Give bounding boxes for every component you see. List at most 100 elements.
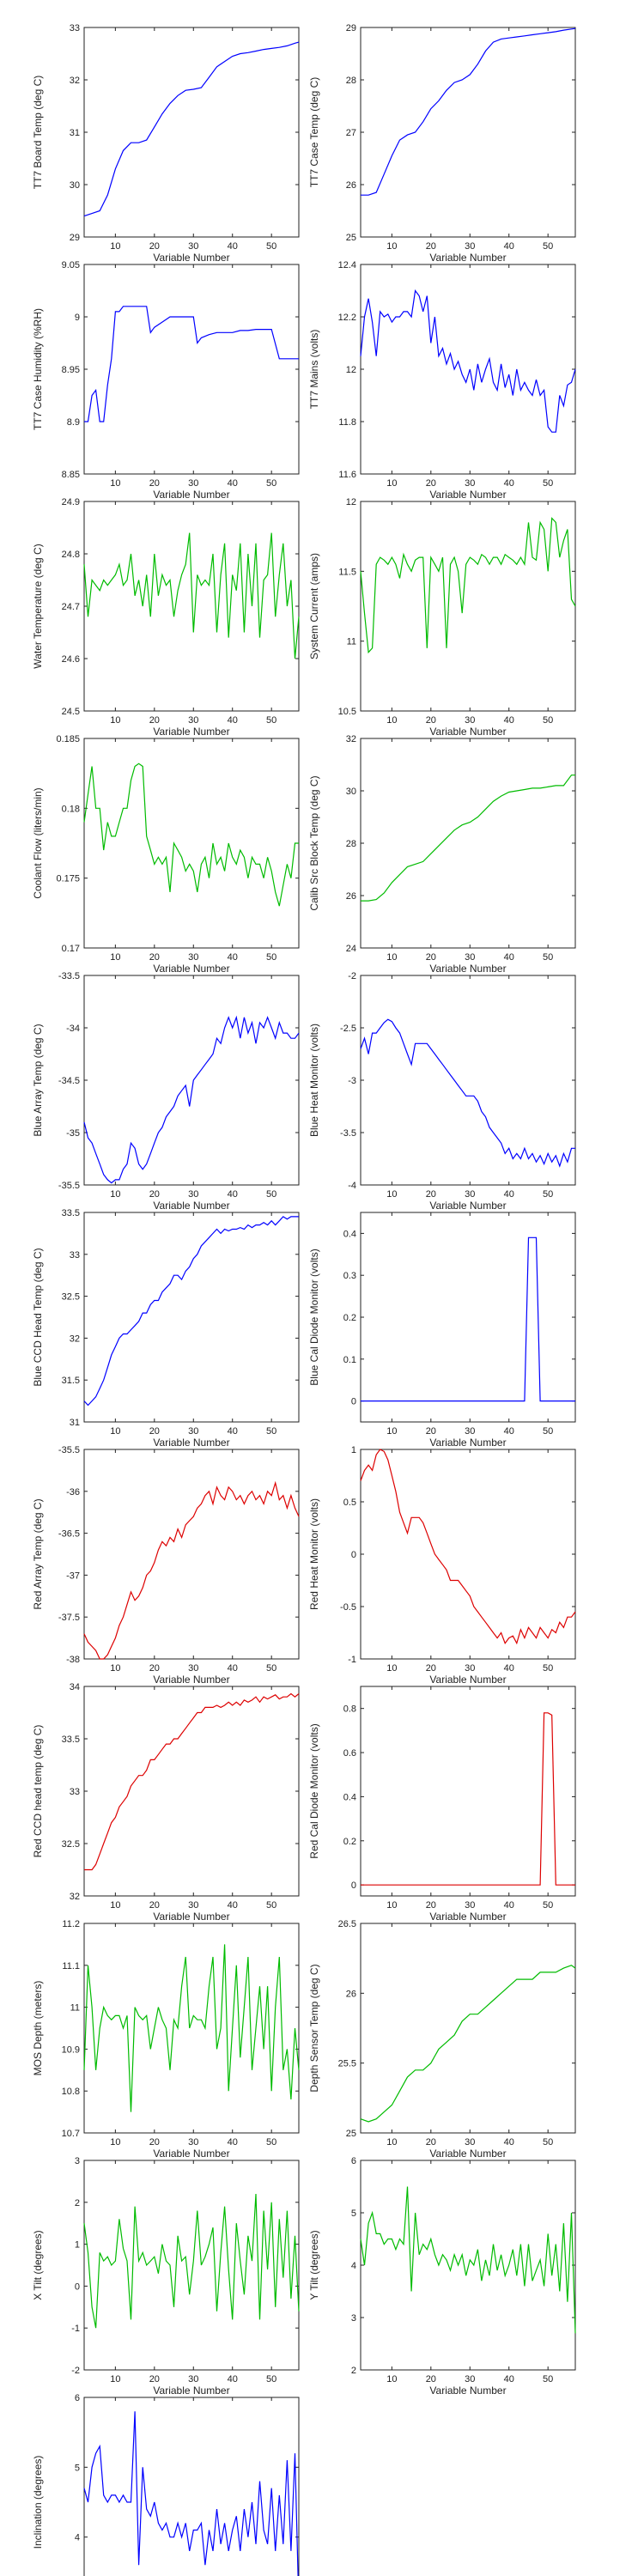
x-axis-label: Variable Number bbox=[153, 2148, 229, 2160]
series-line bbox=[83, 1216, 299, 1406]
y-axis-label: Blue Array Temp (deg C) bbox=[32, 1024, 44, 1136]
x-tick-label: 20 bbox=[426, 1189, 436, 1200]
plot-frame bbox=[360, 1686, 576, 1897]
x-tick-label: 30 bbox=[188, 241, 198, 252]
x-tick-label: 50 bbox=[543, 715, 553, 726]
y-tick-label: -35 bbox=[66, 1128, 80, 1139]
y-tick-label: 1 bbox=[75, 2240, 80, 2251]
plot-frame bbox=[83, 2160, 300, 2371]
y-tick-label: 0.4 bbox=[343, 1792, 356, 1802]
y-tick-label: 0.3 bbox=[343, 1271, 356, 1281]
x-tick-label: 40 bbox=[228, 1426, 238, 1437]
x-tick-label: 10 bbox=[110, 241, 120, 252]
y-tick-label: 31 bbox=[70, 1418, 80, 1428]
series-line bbox=[361, 27, 576, 196]
x-axis-label: Variable Number bbox=[153, 1437, 229, 1449]
chart-panel-1: 10 20 30 40 50 29 30 31 32 33 Variable Number TT7 B… bbox=[32, 23, 300, 264]
series-line bbox=[361, 1712, 575, 1886]
x-tick-label: 40 bbox=[504, 2137, 514, 2148]
y-tick-label: 28 bbox=[346, 839, 356, 849]
x-tick-label: 20 bbox=[149, 2137, 160, 2148]
y-tick-label: 6 bbox=[351, 2156, 356, 2166]
x-tick-label: 30 bbox=[188, 1663, 198, 1674]
y-tick-label: 32 bbox=[70, 1892, 80, 1902]
y-tick-label: 33.5 bbox=[62, 1735, 80, 1745]
y-tick-label: -37 bbox=[66, 1571, 80, 1581]
x-tick-label: 40 bbox=[228, 478, 238, 489]
x-axis-label: Variable Number bbox=[153, 1200, 229, 1212]
y-tick-label: 0 bbox=[75, 2281, 80, 2292]
y-tick-label: -38 bbox=[66, 1655, 80, 1665]
x-tick-label: 10 bbox=[110, 2137, 120, 2148]
x-tick-label: 40 bbox=[228, 241, 238, 252]
y-axis-label: TT7 Board Temp (deg C) bbox=[32, 76, 44, 190]
x-tick-label: 30 bbox=[188, 2137, 198, 2148]
y-tick-label: 32 bbox=[70, 1334, 80, 1344]
y-tick-label: 8.95 bbox=[62, 365, 80, 375]
y-tick-label: 24.7 bbox=[62, 602, 80, 612]
series-line bbox=[360, 517, 576, 654]
y-tick-label: 33 bbox=[70, 23, 80, 33]
y-tick-label: 9.05 bbox=[62, 260, 80, 270]
x-tick-label: 20 bbox=[426, 715, 436, 726]
y-tick-label: 1 bbox=[351, 1445, 356, 1455]
x-tick-label: 40 bbox=[504, 715, 514, 726]
y-tick-label: 0 bbox=[351, 1550, 356, 1560]
x-tick-label: 50 bbox=[543, 478, 553, 489]
y-tick-label: -33.5 bbox=[58, 971, 80, 981]
series-line bbox=[361, 1236, 575, 1402]
series-line bbox=[360, 289, 576, 433]
chart-panel-12: 10 20 30 40 50 0 0.1 0.2 0.3 0.4 Variable Number Bl… bbox=[308, 1212, 576, 1449]
x-axis-label: Variable Number bbox=[429, 1674, 506, 1686]
x-tick-label: 20 bbox=[149, 715, 160, 726]
y-tick-label: 8.9 bbox=[67, 417, 80, 428]
y-tick-label: 4 bbox=[75, 2533, 80, 2543]
y-tick-label: 11 bbox=[70, 2003, 80, 2014]
series-line bbox=[83, 762, 299, 907]
x-tick-label: 50 bbox=[266, 952, 276, 963]
y-axis-label: TT7 Case Temp (deg C) bbox=[308, 77, 320, 188]
x-tick-label: 20 bbox=[149, 1189, 160, 1200]
chart-panel-9: 10 20 30 40 50 -35.5 -35 -34.5 -34 -33.5 Variable … bbox=[32, 971, 300, 1212]
x-tick-label: 30 bbox=[465, 241, 475, 252]
chart-panel-8: 10 20 30 40 50 24 26 28 30 32 Variable Number Calib… bbox=[308, 734, 576, 975]
y-tick-label: 0.175 bbox=[56, 874, 80, 884]
y-tick-label: 10.8 bbox=[62, 2087, 80, 2097]
x-tick-label: 10 bbox=[110, 715, 120, 726]
y-axis-label: Red CCD head temp (deg C) bbox=[32, 1725, 44, 1858]
y-tick-label: 0.17 bbox=[62, 944, 80, 954]
y-axis-label: TT7 Mains (volts) bbox=[308, 330, 320, 410]
chart-panel-2: 10 20 30 40 50 25 26 27 28 29 Variable Number TT7 C… bbox=[308, 23, 576, 264]
x-tick-label: 40 bbox=[504, 1189, 514, 1200]
y-axis-label: System Current (amps) bbox=[308, 553, 320, 659]
x-tick-label: 30 bbox=[188, 1900, 198, 1911]
plot-frame bbox=[83, 264, 300, 475]
x-tick-label: 20 bbox=[426, 241, 436, 252]
y-axis-label: Blue CCD Head Temp (deg C) bbox=[32, 1248, 44, 1386]
plot-frame bbox=[360, 501, 576, 712]
series-line bbox=[360, 1018, 575, 1168]
chart-panel-3: 10 20 30 40 50 8.85 8.9 8.95 9 9.05 Variable Numbe… bbox=[32, 260, 300, 501]
y-tick-label: -35.5 bbox=[58, 1445, 80, 1455]
x-tick-label: 30 bbox=[465, 1900, 475, 1911]
y-axis-label: Blue Heat Monitor (volts) bbox=[308, 1024, 320, 1137]
x-tick-label: 10 bbox=[110, 1189, 120, 1200]
series-line bbox=[83, 1015, 300, 1184]
x-tick-label: 50 bbox=[266, 1426, 276, 1437]
y-tick-label: 12.2 bbox=[338, 313, 356, 323]
series-line bbox=[83, 2411, 299, 2576]
x-axis-label: Variable Number bbox=[429, 252, 506, 264]
x-axis-label: Variable Number bbox=[153, 489, 229, 501]
x-tick-label: 50 bbox=[266, 1663, 276, 1674]
chart-panel-14: 10 20 30 40 50 -1 -0.5 0 0.5 1 Variable Number Red … bbox=[308, 1445, 576, 1686]
x-tick-label: 30 bbox=[465, 1663, 475, 1674]
x-axis-label: Variable Number bbox=[429, 963, 506, 975]
chart-panel-18: 10 20 30 40 50 25 25.5 26 26.5 Variable Number Dep… bbox=[308, 1919, 576, 2160]
y-tick-label: 4 bbox=[351, 2261, 356, 2271]
x-tick-label: 50 bbox=[266, 1900, 276, 1911]
x-tick-label: 20 bbox=[149, 1663, 160, 1674]
plot-frame bbox=[83, 501, 300, 712]
x-tick-label: 50 bbox=[266, 241, 276, 252]
y-tick-label: -34 bbox=[66, 1024, 80, 1034]
